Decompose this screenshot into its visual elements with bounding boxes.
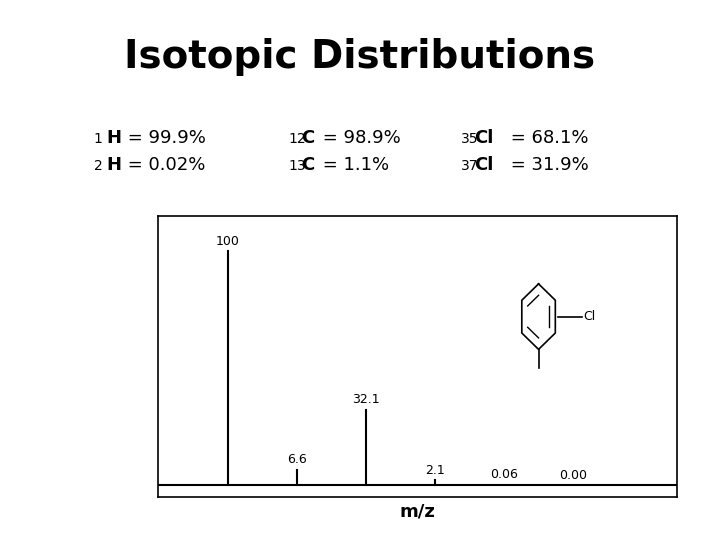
Text: 12: 12 [288, 132, 305, 146]
Text: 100: 100 [215, 234, 240, 247]
X-axis label: m/z: m/z [400, 502, 436, 521]
Text: 35: 35 [461, 132, 478, 146]
Text: Isotopic Distributions: Isotopic Distributions [125, 38, 595, 76]
Text: = 0.02%: = 0.02% [122, 156, 206, 174]
Text: = 99.9%: = 99.9% [122, 129, 206, 147]
Text: 37: 37 [461, 159, 478, 173]
Text: 0.06: 0.06 [490, 468, 518, 482]
Text: 1: 1 [94, 132, 102, 146]
Text: = 98.9%: = 98.9% [317, 129, 400, 147]
Text: = 68.1%: = 68.1% [505, 129, 589, 147]
Text: 2.1: 2.1 [425, 464, 445, 477]
Text: C: C [301, 129, 314, 147]
Text: Cl: Cl [474, 129, 493, 147]
Text: = 1.1%: = 1.1% [317, 156, 389, 174]
Text: = 31.9%: = 31.9% [505, 156, 589, 174]
Text: C: C [301, 156, 314, 174]
Text: 0.00: 0.00 [559, 469, 587, 482]
Text: 13: 13 [288, 159, 305, 173]
Text: Cl: Cl [474, 156, 493, 174]
Text: H: H [107, 129, 122, 147]
Text: Cl: Cl [583, 310, 595, 323]
Text: 6.6: 6.6 [287, 453, 307, 466]
Text: H: H [107, 156, 122, 174]
Text: 2: 2 [94, 159, 102, 173]
Text: 32.1: 32.1 [352, 394, 379, 407]
